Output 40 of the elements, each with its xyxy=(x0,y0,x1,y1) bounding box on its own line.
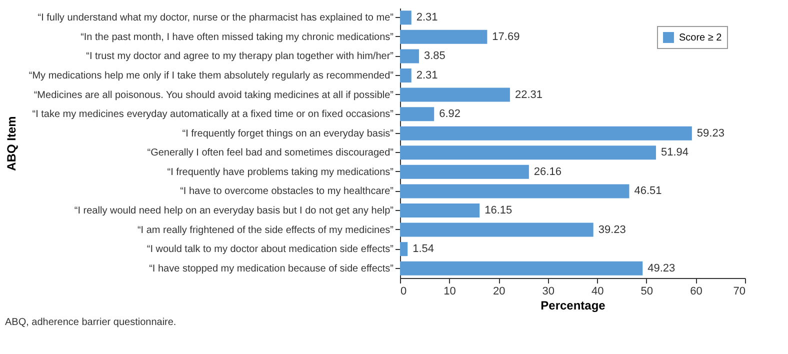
x-tick-label: 0 xyxy=(400,286,407,298)
data-label: 22.31 xyxy=(514,88,542,101)
data-label: 59.23 xyxy=(696,127,724,140)
data-label: 16.15 xyxy=(484,204,512,216)
y-tick-label: “I would talk to my doctor about medication side effects” xyxy=(146,244,394,256)
y-axis-title: ABQ Item xyxy=(4,116,18,171)
data-label: 17.69 xyxy=(492,30,520,43)
y-tick-label: “I frequently have problems taking my medications” xyxy=(167,166,394,178)
x-tick-label: 40 xyxy=(592,286,604,298)
data-label: 26.16 xyxy=(534,166,562,178)
x-tick-label: 70 xyxy=(733,286,746,298)
y-tick-label: “I really would need help on an everyday basis but I do not get any help” xyxy=(74,206,394,216)
data-label: 2.31 xyxy=(416,12,438,24)
x-axis-title: Percentage xyxy=(540,298,606,312)
data-label: 51.94 xyxy=(660,146,689,159)
y-tick-label: “Medicines are all poisonous. You should avoid taking medicines at all if possible” xyxy=(34,90,394,101)
y-tick-label: “I have stopped my medication because of side effects” xyxy=(149,263,394,274)
data-label: 1.54 xyxy=(412,243,434,256)
y-tick-label: “I frequently forget things on an everyday basis” xyxy=(182,128,394,140)
data-label: 49.23 xyxy=(648,262,676,274)
y-tick-label: “I have to overcome obstacles to my healthcare” xyxy=(180,186,394,198)
y-tick-label: “I am really frightened of the side effects of my medicines” xyxy=(137,224,394,236)
data-label: 2.31 xyxy=(416,70,438,82)
y-tick-label: “I trust my doctor and agree to my therapy plan together with him/her” xyxy=(86,51,394,62)
data-label: 39.23 xyxy=(598,224,626,236)
data-label: 6.92 xyxy=(439,108,461,120)
y-tick-label: “My medications help me only if I take them absolutely regularly as recommended” xyxy=(28,70,394,82)
y-tick-label: “In the past month, I have often missed taking my chronic medications” xyxy=(80,32,394,43)
x-tick-label: 30 xyxy=(542,286,554,298)
y-tick-label: “Generally I often feel bad and sometimes discouraged” xyxy=(147,148,394,159)
x-tick-label: 50 xyxy=(640,286,654,298)
legend-label: Score ≥ 2 xyxy=(679,32,722,44)
text: ABQ, adherence barrier questionnaire. xyxy=(5,317,176,328)
x-tick-label: 20 xyxy=(492,286,506,298)
data-label: 46.51 xyxy=(634,185,662,198)
x-tick-label: 10 xyxy=(444,286,456,298)
x-tick-label: 60 xyxy=(690,286,702,298)
data-label: 3.85 xyxy=(424,50,446,62)
y-tick-label: “I take my medicines everyday automatically at a fixed time or on fixed occasions” xyxy=(32,109,394,120)
y-tick-label: “I fully understand what my doctor, nurse or the pharmacist has explained to me” xyxy=(38,12,394,24)
